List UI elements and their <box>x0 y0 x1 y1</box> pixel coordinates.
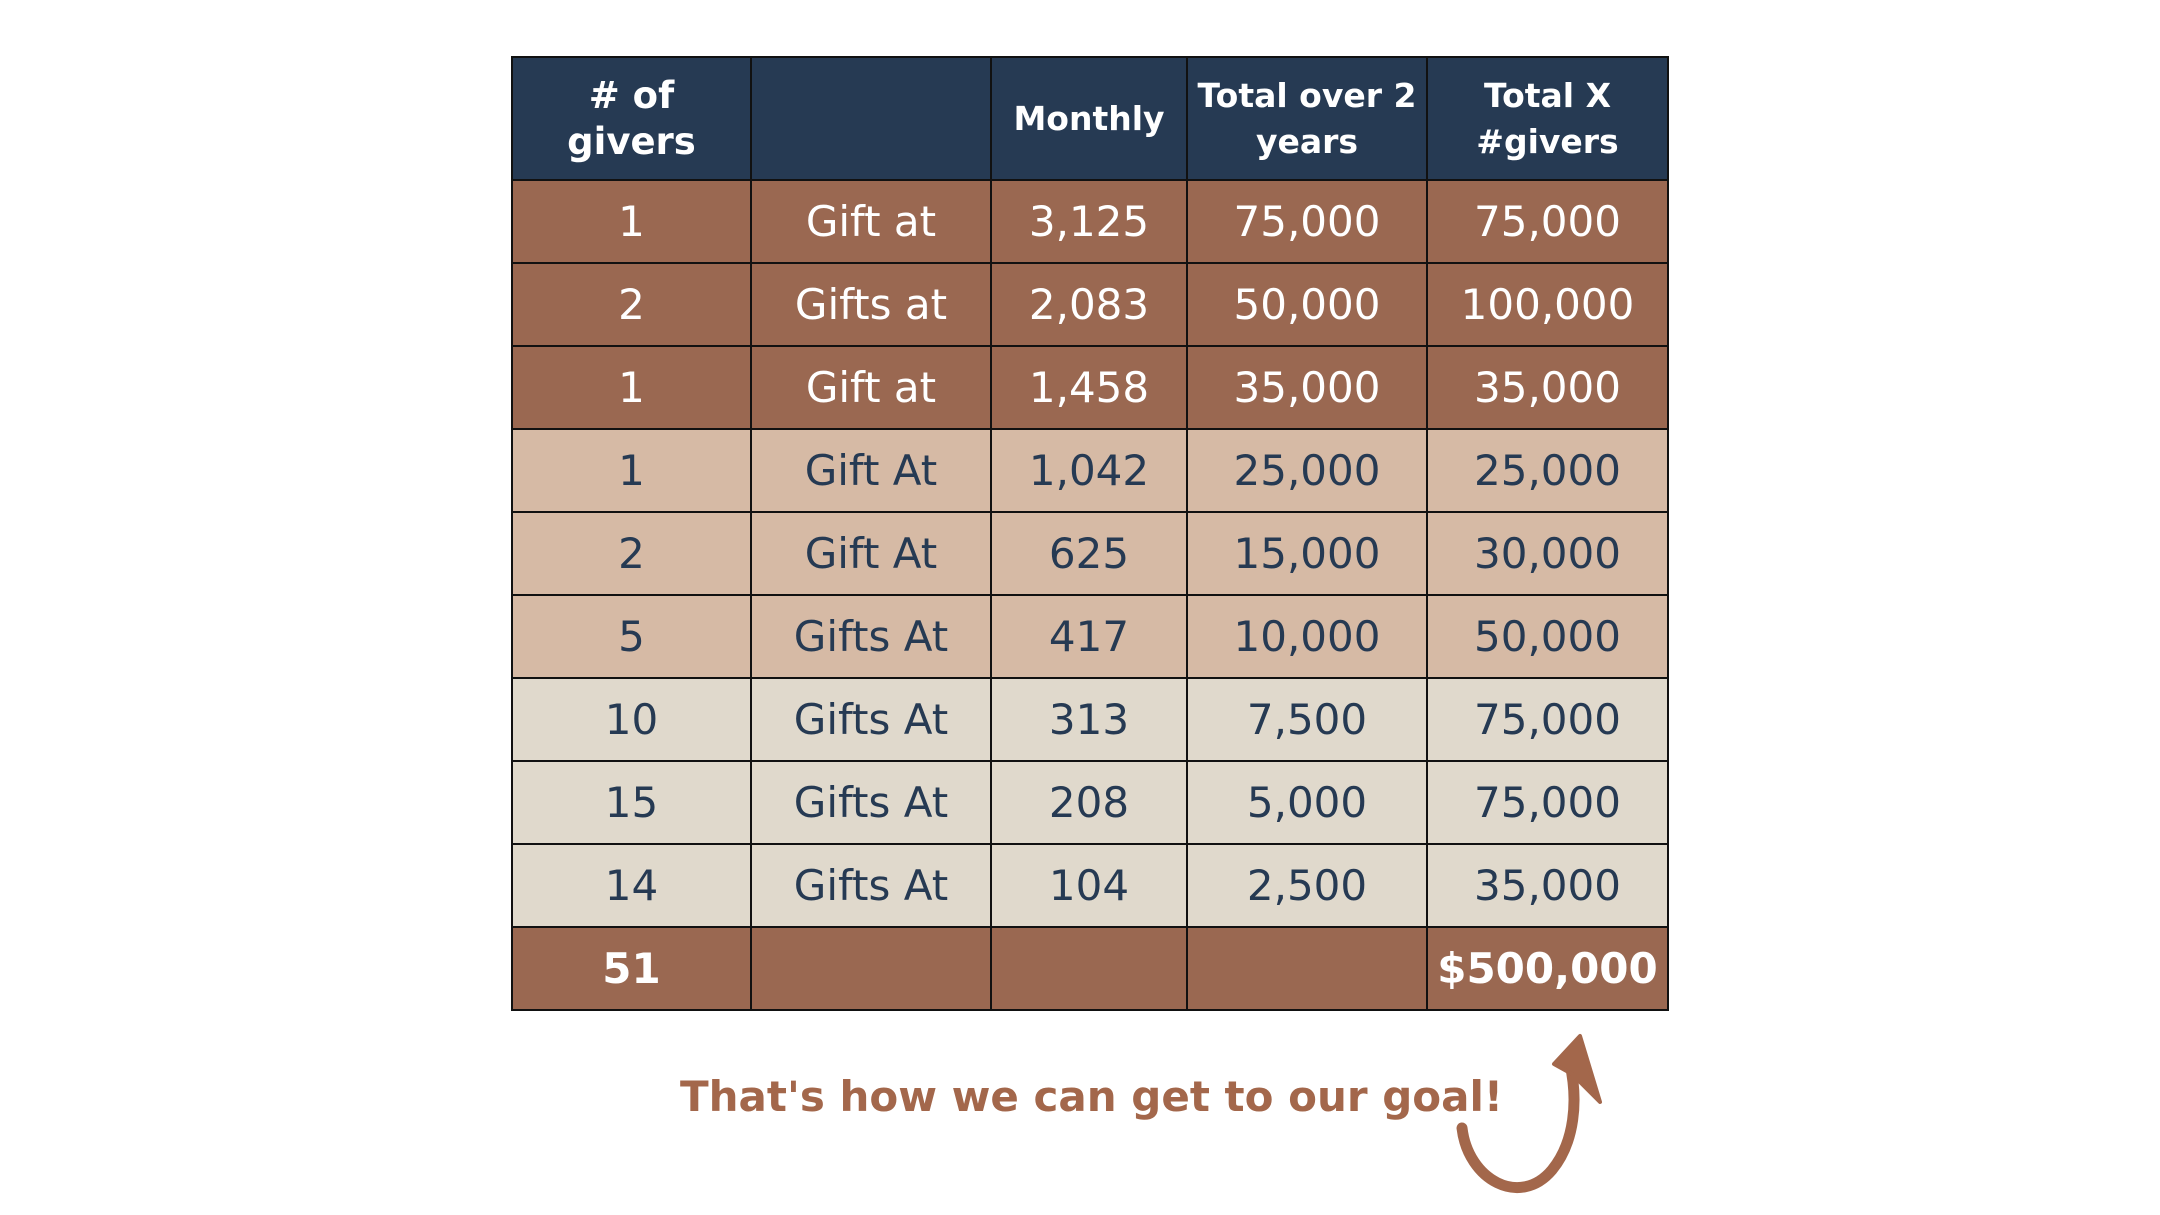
total-monthly <box>990 926 1188 1011</box>
cell-total-x-givers: 25,000 <box>1426 428 1669 513</box>
cell-monthly: 3,125 <box>990 179 1188 264</box>
cell-total-x-givers: 75,000 <box>1426 677 1669 762</box>
cell-label: Gift At <box>750 428 992 513</box>
cell-givers: 10 <box>511 677 752 762</box>
cell-givers: 1 <box>511 428 752 513</box>
curved-arrow-up-icon <box>1456 1034 1602 1194</box>
cell-label: Gifts At <box>750 843 992 928</box>
cell-label: Gift at <box>750 345 992 430</box>
cell-monthly: 1,042 <box>990 428 1188 513</box>
cell-monthly: 625 <box>990 511 1188 596</box>
cell-total-x-givers: 75,000 <box>1426 179 1669 264</box>
table-row: 5 Gifts At 417 10,000 50,000 <box>511 594 1669 679</box>
cell-total-x-givers: 30,000 <box>1426 511 1669 596</box>
cell-total-2-years: 10,000 <box>1186 594 1428 679</box>
cell-givers: 5 <box>511 594 752 679</box>
table-header-row: # of givers Monthly Total over 2 years T… <box>511 56 1669 181</box>
header-givers: # of givers <box>511 56 752 181</box>
table-row: 15 Gifts At 208 5,000 75,000 <box>511 760 1669 845</box>
cell-givers: 1 <box>511 345 752 430</box>
giving-tiers-table: # of givers Monthly Total over 2 years T… <box>511 56 1669 1011</box>
table-row: 2 Gifts at 2,083 50,000 100,000 <box>511 262 1669 347</box>
cell-total-2-years: 35,000 <box>1186 345 1428 430</box>
cell-total-2-years: 7,500 <box>1186 677 1428 762</box>
total-givers: 51 <box>511 926 752 1011</box>
total-label <box>750 926 992 1011</box>
cell-total-x-givers: 75,000 <box>1426 760 1669 845</box>
cell-total-2-years: 15,000 <box>1186 511 1428 596</box>
cell-label: Gift at <box>750 179 992 264</box>
total-row: 51 $500,000 <box>511 926 1669 1011</box>
cell-givers: 2 <box>511 511 752 596</box>
cell-label: Gifts at <box>750 262 992 347</box>
table-row: 14 Gifts At 104 2,500 35,000 <box>511 843 1669 928</box>
cell-total-x-givers: 35,000 <box>1426 843 1669 928</box>
cell-monthly: 208 <box>990 760 1188 845</box>
cell-givers: 1 <box>511 179 752 264</box>
cell-givers: 2 <box>511 262 752 347</box>
cell-label: Gift At <box>750 511 992 596</box>
table-row: 2 Gift At 625 15,000 30,000 <box>511 511 1669 596</box>
cell-total-x-givers: 35,000 <box>1426 345 1669 430</box>
cell-label: Gifts At <box>750 677 992 762</box>
cell-givers: 15 <box>511 760 752 845</box>
goal-note: That's how we can get to our goal! <box>680 1072 1503 1121</box>
cell-monthly: 2,083 <box>990 262 1188 347</box>
cell-monthly: 417 <box>990 594 1188 679</box>
header-label <box>750 56 992 181</box>
cell-givers: 14 <box>511 843 752 928</box>
table-row: 1 Gift At 1,042 25,000 25,000 <box>511 428 1669 513</box>
header-total-2-years: Total over 2 years <box>1186 56 1428 181</box>
cell-total-2-years: 2,500 <box>1186 843 1428 928</box>
cell-total-2-years: 75,000 <box>1186 179 1428 264</box>
header-total-x-givers: Total X #givers <box>1426 56 1669 181</box>
cell-label: Gifts At <box>750 594 992 679</box>
cell-total-2-years: 5,000 <box>1186 760 1428 845</box>
table-row: 10 Gifts At 313 7,500 75,000 <box>511 677 1669 762</box>
cell-monthly: 1,458 <box>990 345 1188 430</box>
cell-label: Gifts At <box>750 760 992 845</box>
header-monthly: Monthly <box>990 56 1188 181</box>
cell-total-x-givers: 50,000 <box>1426 594 1669 679</box>
arrow-shaft <box>1456 1058 1580 1194</box>
total-2-years <box>1186 926 1428 1011</box>
cell-total-x-givers: 100,000 <box>1426 262 1669 347</box>
table-row: 1 Gift at 1,458 35,000 35,000 <box>511 345 1669 430</box>
cell-monthly: 313 <box>990 677 1188 762</box>
cell-total-2-years: 25,000 <box>1186 428 1428 513</box>
grand-total: $500,000 <box>1426 926 1669 1011</box>
cell-monthly: 104 <box>990 843 1188 928</box>
arrow-head <box>1552 1034 1602 1104</box>
cell-total-2-years: 50,000 <box>1186 262 1428 347</box>
table-row: 1 Gift at 3,125 75,000 75,000 <box>511 179 1669 264</box>
